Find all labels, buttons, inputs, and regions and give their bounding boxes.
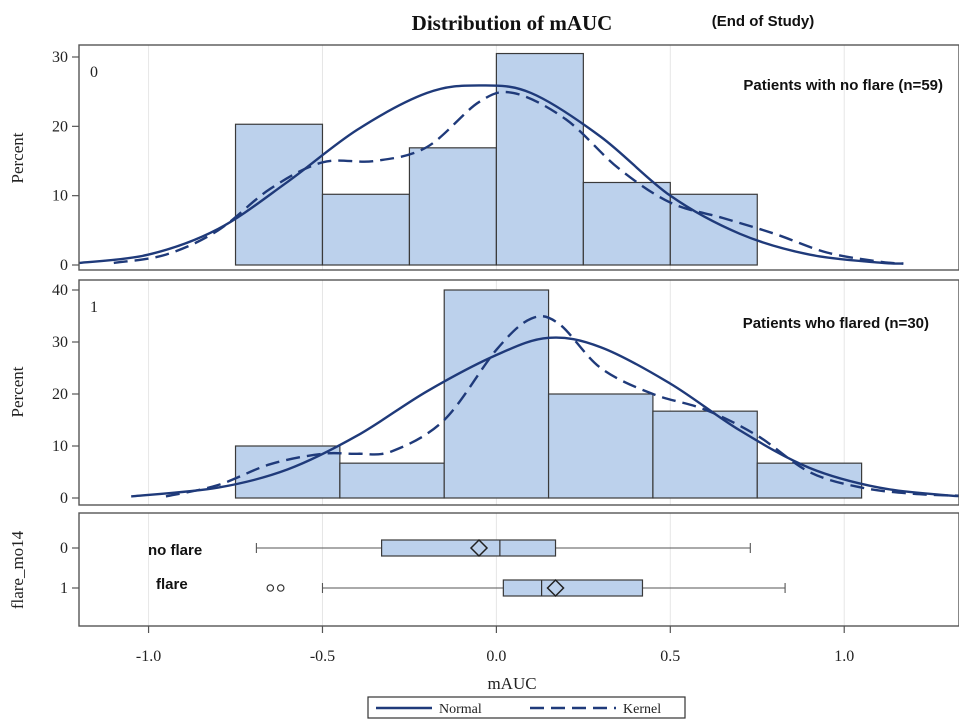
panel-annotation: Patients with no flare (n=59) <box>743 77 943 94</box>
histogram-bar <box>443 289 550 499</box>
histogram-bar <box>339 462 445 499</box>
y-tick-label: 0 <box>60 540 68 557</box>
x-tick-label: -1.0 <box>136 648 161 665</box>
histogram-bar <box>234 123 324 266</box>
outlier-point <box>276 584 285 592</box>
histogram-bar <box>652 410 758 499</box>
y-tick-label: 30 <box>52 334 68 351</box>
x-tick-label: 1.0 <box>834 648 854 665</box>
outlier-point <box>266 584 275 592</box>
box-iqr <box>381 539 557 557</box>
normal-curve <box>78 84 904 265</box>
x-tick-label: 0.5 <box>660 648 680 665</box>
y-tick-label: 20 <box>52 118 68 135</box>
group-annotation-flare: flare <box>156 576 188 593</box>
y-tick-label: 1 <box>60 580 68 597</box>
chart-subtitle: (End of Study) <box>712 13 814 30</box>
y-tick-label: 20 <box>52 386 68 403</box>
histogram-bar <box>408 147 497 266</box>
y-tick-label: 10 <box>52 188 68 205</box>
panel-frame <box>78 44 959 271</box>
panel-frame <box>78 512 959 627</box>
kernel-curve <box>113 90 904 265</box>
histogram-bar <box>547 393 654 499</box>
y-axis-label: Percent <box>8 132 27 183</box>
x-axis: -1.0 -0.5 0.0 0.5 1.0 <box>136 626 854 665</box>
x-tick-label: -0.5 <box>310 648 335 665</box>
x-tick-label: 0.0 <box>486 648 506 665</box>
legend-frame <box>367 696 686 719</box>
group-annotation-no-flare: no flare <box>148 542 202 559</box>
panel-label: 0 <box>90 64 98 81</box>
x-axis-label: mAUC <box>487 674 536 693</box>
y-tick-label: 40 <box>52 282 68 299</box>
panel-frame <box>78 279 959 506</box>
legend-kernel-label: Kernel <box>623 702 661 717</box>
y-tick-label: 30 <box>52 49 68 66</box>
histogram-bar <box>582 181 671 266</box>
chart-title: Distribution of mAUC <box>412 11 613 35</box>
panel-annotation: Patients who flared (n=30) <box>743 315 929 332</box>
histogram-bar <box>495 52 584 266</box>
y-axis-label: Percent <box>8 366 27 417</box>
histogram-bar <box>321 193 411 266</box>
histogram-panel-flared: 0 10 20 30 40 1 Patients who flared (n=30) P… <box>8 279 959 507</box>
box-mean-marker <box>469 538 489 558</box>
boxplot-panel: 0 1 no flare flare flare_mo14 <box>8 512 959 627</box>
y-tick-label: 10 <box>52 438 68 455</box>
y-tick-label: 0 <box>60 257 68 274</box>
panel-label: 1 <box>90 299 98 316</box>
box-iqr <box>502 579 644 597</box>
y-tick-label: 0 <box>60 490 68 507</box>
legend: Normal Kernel <box>367 696 686 719</box>
legend-normal-label: Normal <box>439 702 482 717</box>
box-mean-marker <box>546 578 565 598</box>
y-axis-label: flare_mo14 <box>8 530 27 609</box>
normal-curve <box>131 336 959 498</box>
